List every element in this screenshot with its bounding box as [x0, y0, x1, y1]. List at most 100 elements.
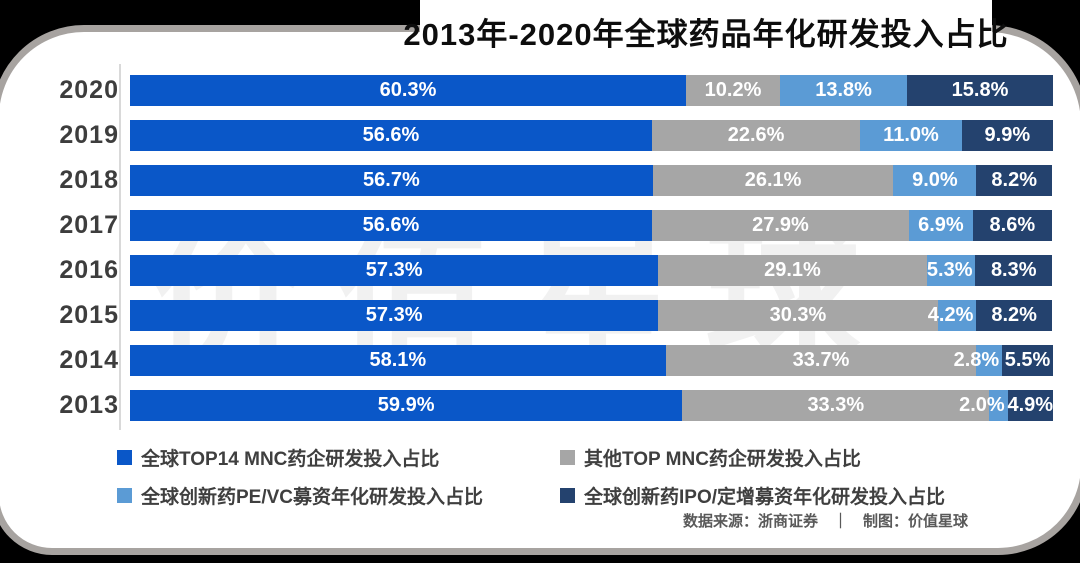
- segment-value-label: 29.1%: [764, 259, 821, 281]
- stacked-bar: 59.9% 33.3% 2.0% 4.9%: [130, 390, 1053, 421]
- bar-segment: 22.6%: [651, 120, 861, 151]
- bar-segment: 27.9%: [651, 210, 910, 241]
- segment-value-label: 33.3%: [807, 394, 865, 416]
- chart-row: 2013 59.9% 33.3% 2.0% 4.9%: [11, 383, 1053, 428]
- stacked-bar: 56.6% 22.6% 11.0% 9.9%: [130, 120, 1053, 151]
- source-note: 数据来源：浙商证券 ｜ 制图：价值星球: [682, 513, 968, 530]
- bar-segment: 5.3%: [926, 255, 976, 286]
- chart-row: 2017 56.6% 27.9% 6.9% 8.6%: [11, 203, 1053, 248]
- chart-row: 2015 57.3% 30.3% 4.2% 8.2%: [11, 293, 1053, 338]
- segment-value-label: 11.0%: [883, 124, 939, 146]
- stacked-bar: 57.3% 29.1% 5.3% 8.3%: [130, 255, 1052, 286]
- bar-segment: 59.9%: [130, 390, 683, 421]
- bar-segment: 57.3%: [130, 300, 659, 331]
- bar-chart: 2020 60.3% 10.2% 13.8% 15.8% 2019 56.6% 22.6% 11…: [11, 68, 1053, 428]
- year-label: 2014: [59, 346, 119, 374]
- year-label: 2017: [59, 211, 119, 239]
- legend-item: 全球创新药PE/VC募资年化研发投入占比: [117, 482, 560, 509]
- segment-value-label: 30.3%: [769, 304, 827, 326]
- stacked-bar: 56.6% 27.9% 6.9% 8.6%: [130, 210, 1052, 241]
- bar-segment: 2.8%: [954, 345, 1003, 376]
- segment-value-label: 58.1%: [369, 349, 427, 371]
- stacked-bar: 57.3% 30.3% 4.2% 8.2%: [130, 300, 1052, 331]
- bar-segment: 2.0%: [959, 390, 1008, 421]
- segment-value-label: 8.6%: [989, 214, 1036, 236]
- legend: 全球TOP14 MNC药企研发投入占比 其他TOP MNC药企研发投入占比全球创新…: [117, 444, 945, 509]
- bar-segment: 56.7%: [130, 165, 653, 196]
- bar-segment: 11.0%: [860, 120, 962, 151]
- bar-segment: 4.2%: [928, 300, 977, 331]
- bar-segment: 30.3%: [658, 300, 938, 331]
- year-label: 2016: [59, 256, 119, 284]
- bar-segment: 8.2%: [976, 300, 1052, 331]
- chart-row: 2019 56.6% 22.6% 11.0% 9.9%: [11, 113, 1053, 158]
- bar-segment: 56.6%: [130, 210, 652, 241]
- bar-segment: 33.7%: [665, 345, 977, 376]
- year-label: 2019: [59, 121, 119, 149]
- legend-label: 全球创新药PE/VC募资年化研发投入占比: [141, 487, 484, 508]
- bar-segment: 10.2%: [686, 75, 780, 106]
- chart-row: 2020 60.3% 10.2% 13.8% 15.8%: [11, 68, 1053, 113]
- segment-value-label: 27.9%: [752, 214, 809, 236]
- segment-value-label: 4.9%: [1007, 394, 1054, 416]
- segment-value-label: 9.9%: [984, 124, 1031, 146]
- segment-value-label: 60.3%: [379, 79, 437, 101]
- segment-value-label: 59.9%: [377, 394, 435, 416]
- bar-segment: 9.0%: [893, 165, 977, 196]
- segment-value-label: 9.0%: [912, 169, 958, 191]
- segment-value-label: 26.1%: [744, 169, 802, 191]
- title-banner: 2013年-2020年全球药品年化研发投入占比: [403, 0, 1008, 62]
- legend-item: 全球创新药IPO/定增募资年化研发投入占比: [560, 482, 945, 509]
- legend-item: 其他TOP MNC药企研发投入占比: [560, 444, 945, 471]
- legend-label: 其他TOP MNC药企研发投入占比: [584, 449, 861, 470]
- segment-value-label: 56.6%: [362, 124, 420, 146]
- segment-value-label: 33.7%: [792, 349, 850, 371]
- segment-value-label: 5.5%: [1004, 349, 1051, 371]
- stacked-bar: 60.3% 10.2% 13.8% 15.8%: [130, 75, 1053, 106]
- bar-segment: 56.6%: [130, 120, 652, 151]
- segment-value-label: 8.3%: [990, 259, 1037, 281]
- year-label: 2015: [59, 301, 119, 329]
- segment-value-label: 57.3%: [365, 259, 423, 281]
- bar-segment: 6.9%: [909, 210, 973, 241]
- stacked-bar: 58.1% 33.7% 2.8% 5.5%: [130, 345, 1053, 376]
- bar-segment: 29.1%: [658, 255, 927, 286]
- bar-segment: 58.1%: [130, 345, 666, 376]
- segment-value-label: 2.8%: [953, 349, 1000, 371]
- year-label: 2013: [59, 391, 119, 419]
- bar-segment: 57.3%: [130, 255, 659, 286]
- bar-segment: 4.9%: [1007, 390, 1054, 421]
- chart-row: 2016 57.3% 29.1% 5.3% 8.3%: [11, 248, 1053, 293]
- segment-value-label: 56.7%: [363, 169, 420, 191]
- chart-row: 2014 58.1% 33.7% 2.8% 5.5%: [11, 338, 1053, 383]
- segment-value-label: 6.9%: [918, 214, 964, 236]
- bar-segment: 26.1%: [652, 165, 894, 196]
- segment-value-label: 5.3%: [926, 259, 973, 281]
- segment-value-label: 56.6%: [362, 214, 420, 236]
- chart-row: 2018 56.7% 26.1% 9.0% 8.2%: [11, 158, 1053, 203]
- bar-segment: 60.3%: [130, 75, 686, 106]
- segment-value-label: 2.0%: [959, 394, 1005, 416]
- year-label: 2020: [59, 76, 119, 104]
- bar-segment: 15.8%: [907, 75, 1053, 106]
- page-title: 2013年-2020年全球药品年化研发投入占比: [403, 16, 1009, 52]
- bar-segment: 33.3%: [682, 390, 990, 421]
- legend-swatch: [117, 488, 132, 503]
- segment-value-label: 8.2%: [991, 304, 1037, 326]
- legend-swatch: [560, 450, 575, 465]
- legend-swatch: [117, 450, 132, 465]
- stacked-bar: 56.7% 26.1% 9.0% 8.2%: [130, 165, 1052, 196]
- bar-segment: 8.2%: [976, 165, 1052, 196]
- bar-segment: 9.9%: [961, 120, 1053, 151]
- segment-value-label: 15.8%: [951, 79, 1009, 101]
- bar-segment: 13.8%: [780, 75, 908, 106]
- legend-item: 全球TOP14 MNC药企研发投入占比: [117, 444, 560, 471]
- y-axis-line: [119, 64, 121, 430]
- bar-segment: 5.5%: [1002, 345, 1053, 376]
- segment-value-label: 10.2%: [704, 79, 762, 101]
- legend-swatch: [560, 488, 575, 503]
- segment-value-label: 4.2%: [927, 304, 974, 326]
- legend-label: 全球创新药IPO/定增募资年化研发投入占比: [584, 487, 946, 508]
- bar-segment: 8.3%: [975, 255, 1052, 286]
